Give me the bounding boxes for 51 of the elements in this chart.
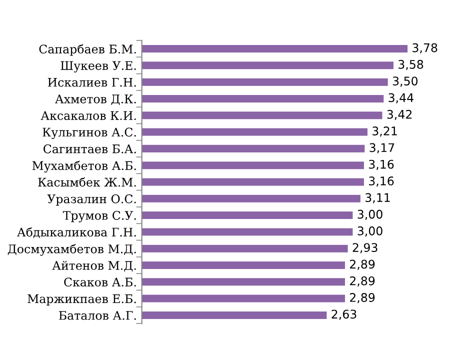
bar: [142, 278, 345, 286]
data-label: 3,11: [366, 193, 390, 204]
y-tick-label: Кульгинов А.С.: [42, 128, 136, 140]
y-tick-label: Шукеев У.Е.: [60, 61, 136, 72]
data-label: 2,89: [350, 293, 375, 304]
data-label: 3,17: [370, 143, 394, 154]
bar: [142, 78, 388, 86]
bar: [142, 261, 345, 269]
bar: [142, 112, 382, 120]
bar: [142, 128, 368, 136]
y-tick-label: Абдыкаликова Г.Н.: [17, 227, 136, 238]
data-label: 2,93: [352, 243, 378, 254]
y-tick-label: Искалиев Г.Н.: [48, 78, 136, 87]
y-tick-label: Маржикпаев Е.Б.: [28, 294, 136, 306]
data-label: 3,21: [372, 126, 397, 137]
y-tick-label: Скаков А.Б.: [64, 278, 136, 287]
data-label: 3,42: [387, 110, 412, 120]
y-tick-label: Аксакалов К.И.: [40, 111, 136, 120]
data-label: 2,89: [350, 276, 375, 287]
y-tick-label: Баталов А.Г.: [59, 311, 136, 320]
bar: [142, 178, 364, 186]
data-label: 3,00: [358, 210, 382, 220]
y-tick-label: Уразалин О.С.: [47, 194, 136, 206]
bar: [142, 194, 360, 202]
bar: [142, 228, 353, 236]
y-tick-label: Сагинтаев Б.А.: [44, 144, 136, 154]
data-label: 2,89: [350, 260, 375, 270]
bar: [142, 294, 345, 302]
data-label: 2,63: [332, 310, 356, 320]
bar: [142, 311, 327, 319]
bar: [142, 45, 408, 53]
data-label: 3,44: [388, 93, 414, 104]
data-label: 3,16: [369, 176, 394, 187]
bar: [142, 62, 394, 70]
data-label: 3,50: [392, 76, 418, 87]
y-tick-label: Трумов С.У.: [62, 210, 136, 222]
data-label: 3,16: [369, 160, 394, 170]
bar: [142, 212, 353, 220]
bar: [142, 144, 365, 152]
data-label: 3,00: [358, 226, 382, 237]
y-tick-label: Айтенов М.Д.: [52, 260, 136, 272]
y-tick-label: Мухамбетов А.Б.: [32, 160, 136, 173]
bar: [142, 162, 364, 170]
data-label: 3,78: [412, 43, 438, 54]
y-tick-label: Касымбек Ж.М.: [38, 177, 136, 187]
bar: [142, 244, 348, 252]
bar: [142, 94, 384, 102]
y-tick-label: Ахметов Д.К.: [55, 94, 136, 106]
data-label: 3,58: [398, 60, 424, 70]
y-tick-label: Сапарбаев Б.М.: [39, 44, 136, 56]
y-tick-label: Досмухамбетов М.Д.: [8, 244, 136, 256]
